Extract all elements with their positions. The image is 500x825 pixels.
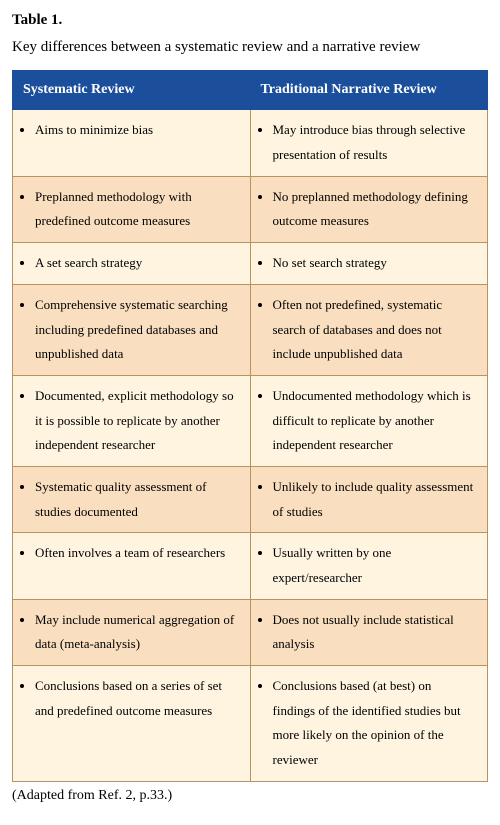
cell-systematic: Conclusions based on a series of set and… xyxy=(13,666,251,782)
comparison-table: Systematic Review Traditional Narrative … xyxy=(12,70,488,782)
cell-systematic: Documented, explicit methodology so it i… xyxy=(13,375,251,466)
cell-narrative: Usually written by one expert/researcher xyxy=(250,533,488,599)
cell-narrative: No set search strategy xyxy=(250,243,488,285)
table-header-row: Systematic Review Traditional Narrative … xyxy=(13,71,488,110)
cell-narrative: Undocumented methodology which is diffic… xyxy=(250,375,488,466)
bullet-item: Usually written by one expert/researcher xyxy=(273,541,478,590)
table-row: Aims to minimize bias May introduce bias … xyxy=(13,110,488,176)
bullet-item: Documented, explicit methodology so it i… xyxy=(35,384,240,458)
table-caption: Key differences between a systematic rev… xyxy=(12,37,488,58)
bullet-item: Systematic quality assessment of studies… xyxy=(35,475,240,524)
table-row: Comprehensive systematic searching inclu… xyxy=(13,284,488,375)
bullet-item: A set search strategy xyxy=(35,251,240,276)
cell-narrative: Does not usually include statistical ana… xyxy=(250,599,488,665)
bullet-item: Does not usually include statistical ana… xyxy=(273,608,478,657)
table-number: Table 1. xyxy=(12,12,488,29)
bullet-item: Conclusions based (at best) on findings … xyxy=(273,674,478,773)
cell-narrative: Often not predefined, systematic search … xyxy=(250,284,488,375)
table-row: Documented, explicit methodology so it i… xyxy=(13,375,488,466)
bullet-item: Unlikely to include quality assessment o… xyxy=(273,475,478,524)
cell-systematic: Systematic quality assessment of studies… xyxy=(13,466,251,532)
col-header-systematic: Systematic Review xyxy=(13,71,251,110)
table-row: Conclusions based on a series of set and… xyxy=(13,666,488,782)
table-row: Systematic quality assessment of studies… xyxy=(13,466,488,532)
bullet-item: Often not predefined, systematic search … xyxy=(273,293,478,367)
bullet-item: Aims to minimize bias xyxy=(35,118,240,143)
bullet-item: Conclusions based on a series of set and… xyxy=(35,674,240,723)
bullet-item: Undocumented methodology which is diffic… xyxy=(273,384,478,458)
bullet-item: No set search strategy xyxy=(273,251,478,276)
cell-narrative: Unlikely to include quality assessment o… xyxy=(250,466,488,532)
cell-systematic: Aims to minimize bias xyxy=(13,110,251,176)
cell-narrative: Conclusions based (at best) on findings … xyxy=(250,666,488,782)
bullet-item: Comprehensive systematic searching inclu… xyxy=(35,293,240,367)
col-header-narrative: Traditional Narrative Review xyxy=(250,71,488,110)
table-footnote: (Adapted from Ref. 2, p.33.) xyxy=(12,788,488,804)
cell-systematic: Comprehensive systematic searching inclu… xyxy=(13,284,251,375)
bullet-item: Often involves a team of researchers xyxy=(35,541,240,566)
table-row: May include numerical aggregation of dat… xyxy=(13,599,488,665)
cell-systematic: Preplanned methodology with predefined o… xyxy=(13,176,251,242)
table-row: Often involves a team of researchers Usua… xyxy=(13,533,488,599)
cell-systematic: May include numerical aggregation of dat… xyxy=(13,599,251,665)
cell-narrative: No preplanned methodology defining outco… xyxy=(250,176,488,242)
table-row: Preplanned methodology with predefined o… xyxy=(13,176,488,242)
table-row: A set search strategy No set search strat… xyxy=(13,243,488,285)
bullet-item: May include numerical aggregation of dat… xyxy=(35,608,240,657)
cell-systematic: Often involves a team of researchers xyxy=(13,533,251,599)
bullet-item: Preplanned methodology with predefined o… xyxy=(35,185,240,234)
table-body: Aims to minimize bias May introduce bias … xyxy=(13,110,488,781)
bullet-item: No preplanned methodology defining outco… xyxy=(273,185,478,234)
cell-systematic: A set search strategy xyxy=(13,243,251,285)
cell-narrative: May introduce bias through selective pre… xyxy=(250,110,488,176)
bullet-item: May introduce bias through selective pre… xyxy=(273,118,478,167)
